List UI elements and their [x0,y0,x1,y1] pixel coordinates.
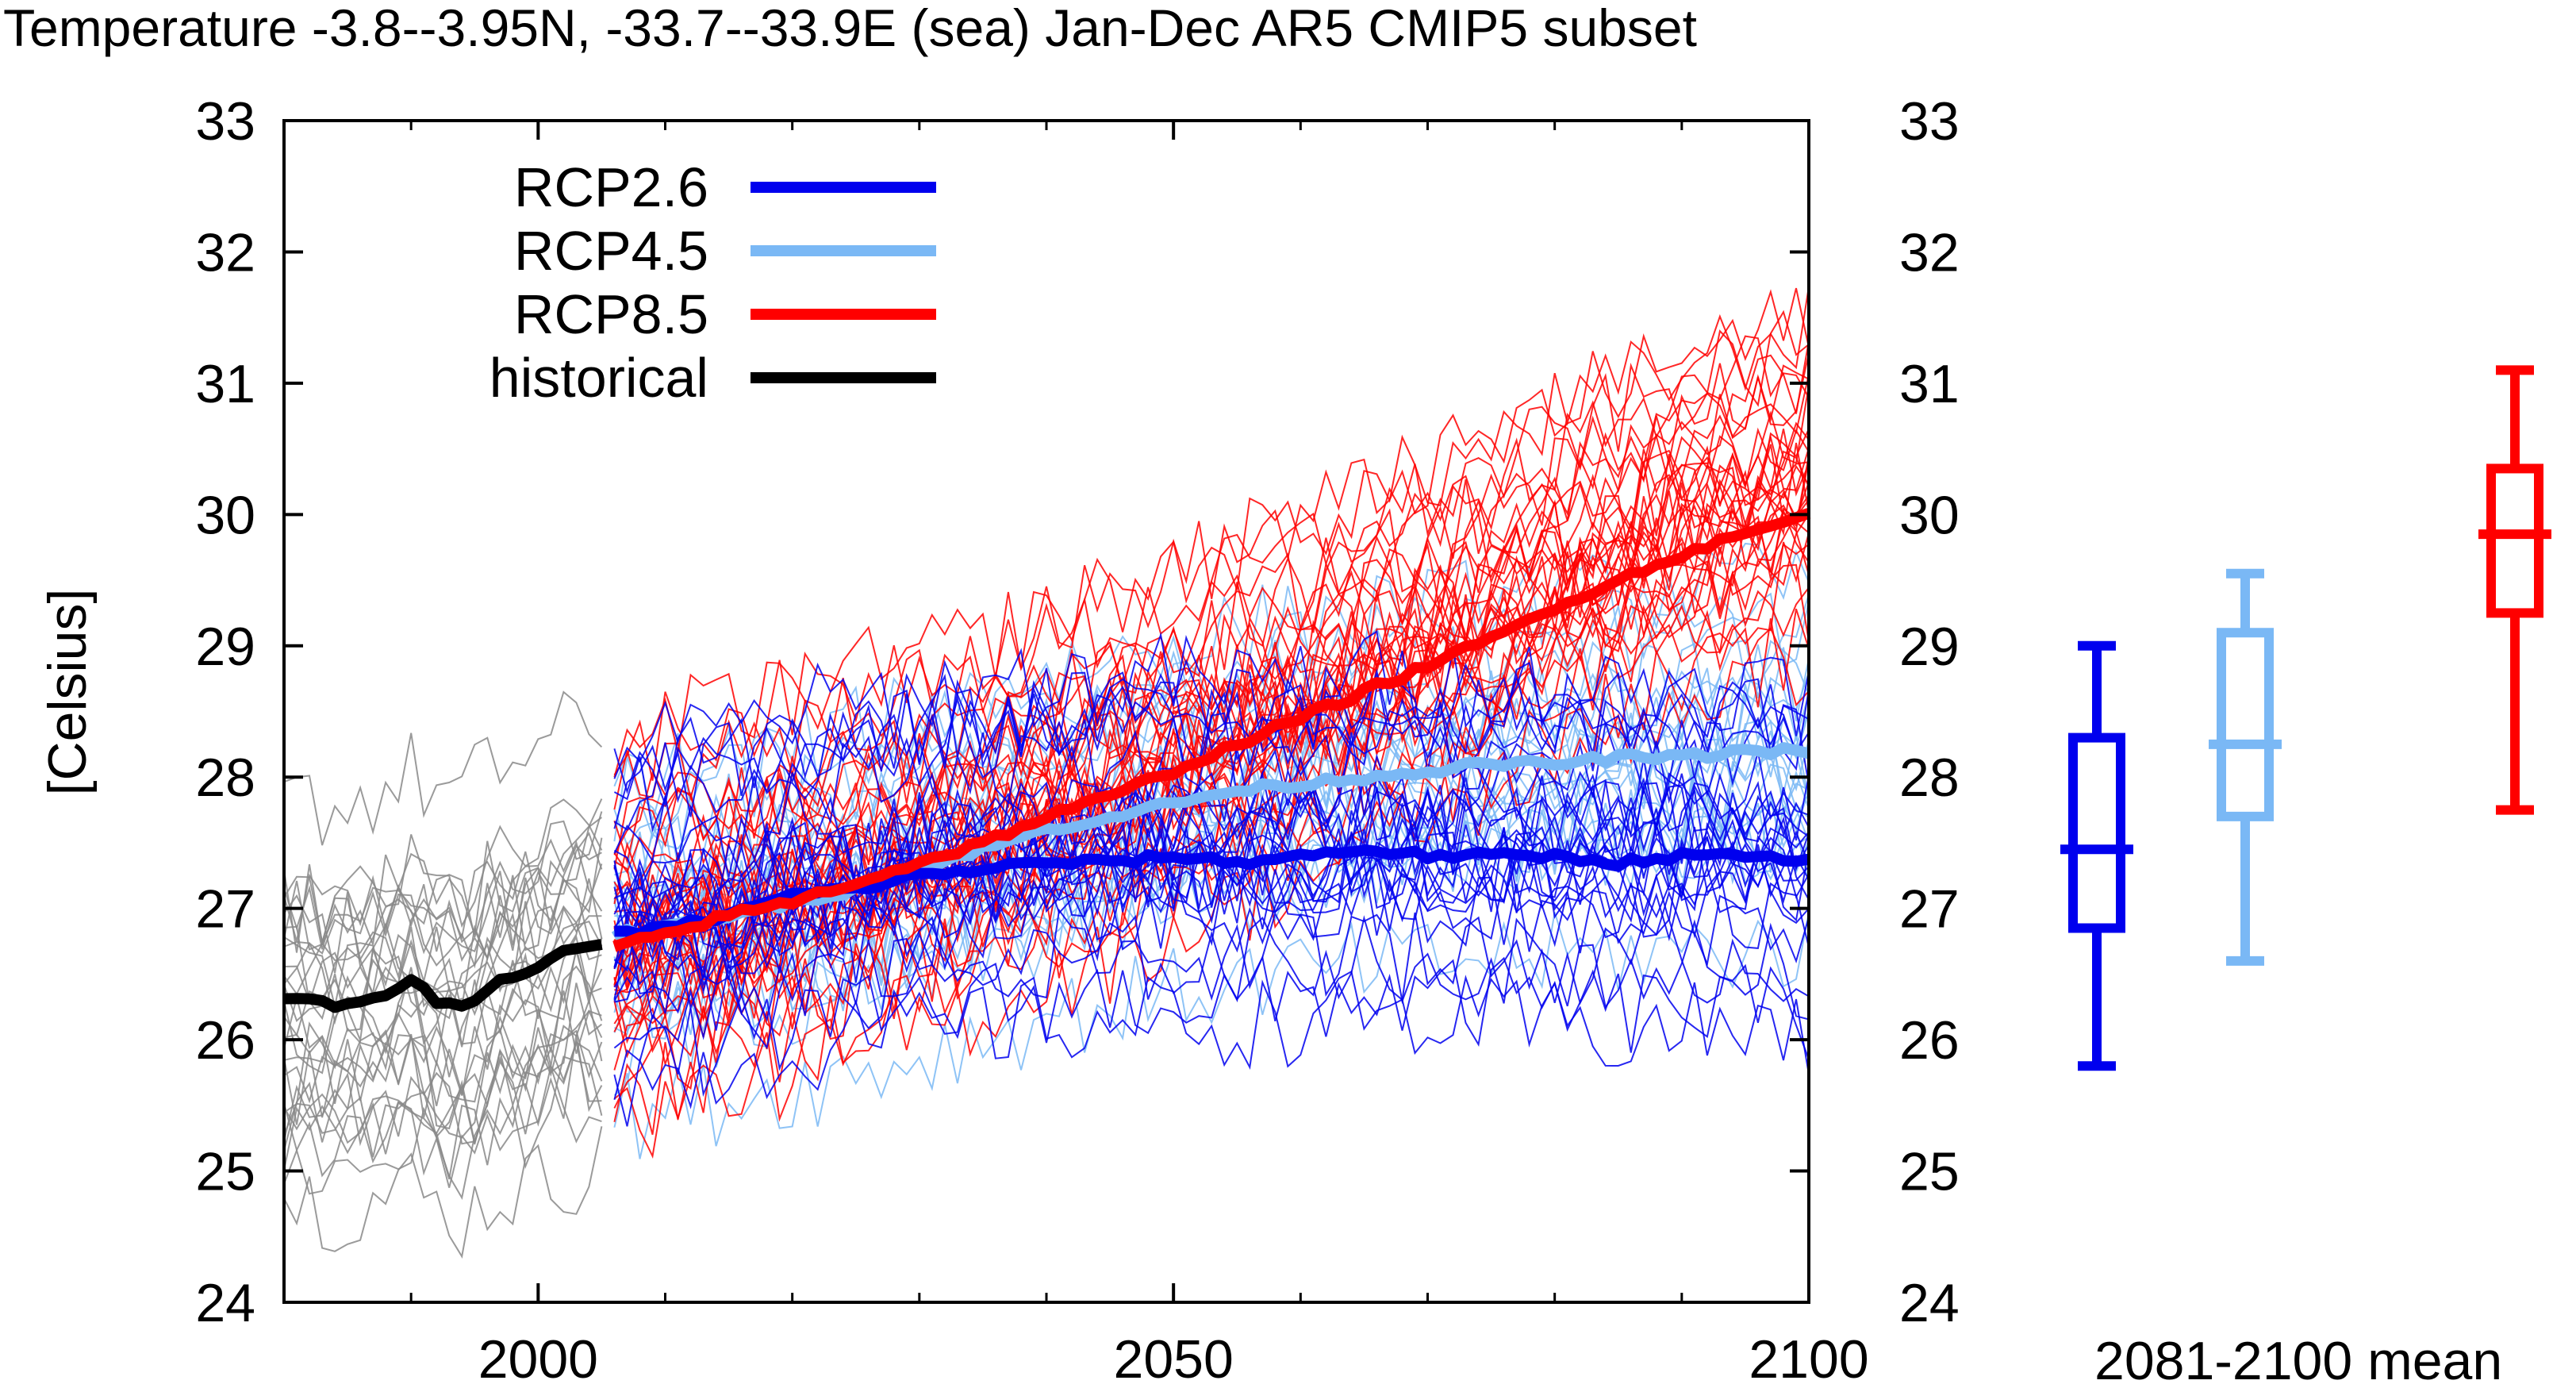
y-tick-label-right: 27 [1899,879,1960,940]
y-tick-label: 24 [195,1273,255,1333]
y-tick-label-right: 26 [1899,1010,1960,1071]
ensemble-member-line [613,286,1810,778]
ensemble-member-line [613,783,1810,934]
ensemble-member-line [613,532,1810,1136]
ensemble-member-line [613,809,1810,979]
ensemble-member-line [283,1055,603,1200]
boxplot-box [2217,628,2274,821]
ensemble-member-line [283,798,603,953]
ensemble-member-line [613,464,1810,945]
legend-label-historical: historical [489,347,708,409]
mean-lines [283,508,1811,1013]
y-tick-label-right: 24 [1899,1273,1960,1333]
ensemble-member-line [283,937,603,1078]
y-tick-label: 28 [195,748,255,808]
ensemble-member-line [614,862,1810,1020]
y-tick-label: 33 [195,91,255,152]
boxplot-rcp85 [2478,365,2551,815]
ensemble-member-line [613,384,1810,926]
boxplot-box [2068,732,2125,933]
ensemble-member-line [613,608,1810,1071]
ensemble-member-line [283,1009,603,1152]
ensemble-member-line [283,811,603,942]
ensemble-member-line [613,335,1810,865]
ensemble-member-line [613,862,1810,1014]
ensemble-member-line [283,1035,603,1144]
ensemble-member-line [613,340,1810,870]
boxplot-box [2486,463,2543,618]
boxplot-label: 2081-2100 mean [2094,1331,2502,1388]
ensemble-member-line [613,673,1810,831]
y-tick-label-right: 25 [1899,1142,1960,1202]
ensemble-member-line [613,667,1810,905]
ensemble-member-line [283,998,603,1139]
ensemble-member-line [613,287,1810,781]
y-tick-label-right: 28 [1899,748,1960,808]
ensemble-member-line [613,908,1810,1031]
ensemble-member-line [613,970,1810,1127]
ensemble-member-line [613,434,1810,905]
y-tick-label: 26 [195,1010,255,1071]
series-line-rcp45 [611,742,1810,942]
y-tick-label: 27 [195,879,255,940]
ensemble-member-line [613,630,1810,779]
ensemble-member-line [613,428,1810,875]
chart-title: Temperature -3.8--3.95N, -33.7--33.9E (s… [3,0,1697,57]
ensemble-member-line [283,905,602,1017]
y-tick-label: 29 [195,617,255,677]
y-tick-label: 30 [195,485,255,545]
ensemble-member-line [613,774,1810,932]
x-tick-label: 2050 [1114,1329,1234,1388]
y-tick-label: 25 [195,1142,255,1202]
y-tick-label-right: 31 [1899,354,1960,414]
y-tick-label-right: 29 [1899,617,1960,677]
ensemble-member-line [613,835,1810,995]
ensemble-member-line [613,658,1810,808]
ensemble-member-line [613,912,1810,1050]
legend-label-rcp85: RCP8.5 [514,283,708,345]
ensemble-member-line [613,955,1810,1100]
ensemble-member-line [613,684,1810,832]
x-tick-label: 2100 [1749,1329,1868,1388]
ensemble-member-line [283,798,603,950]
ensemble-member-line [283,844,602,962]
ensemble-member-line [614,752,1810,928]
series-line-rcp85 [612,508,1811,952]
ensemble-member-line [283,837,603,969]
ensemble-member-line [613,825,1810,981]
boxplots [2060,365,2551,1071]
series-line-historical [283,939,603,1013]
ensemble-member-line [283,1126,603,1259]
y-tick-label: 31 [195,354,255,414]
boxplot-rcp26 [2060,640,2133,1071]
ensemble-member-line [613,364,1810,958]
ensemble-member-line [613,661,1810,829]
y-tick-label-right: 33 [1899,91,1960,152]
y-axis-label: [Celsius] [37,589,98,796]
boxplot-rcp45 [2209,568,2282,966]
ensemble-member-line [283,1063,602,1188]
x-tick-label: 2000 [478,1329,598,1388]
legend-label-rcp45: RCP4.5 [514,220,708,282]
axis-ticks: 24 24 25 25 26 26 27 27 28 28 29 29 30 30 31 31 32 32 33 33… [195,91,1959,1388]
y-tick-label-right: 30 [1899,485,1960,545]
y-tick-label-right: 32 [1899,222,1960,283]
ensemble-member-line [613,912,1810,1159]
ensemble-members [283,286,1810,1259]
ensemble-member-line [613,352,1810,855]
ensemble-member-line [283,690,603,846]
y-tick-label: 32 [195,222,255,283]
legend-label-rcp26: RCP2.6 [514,156,708,218]
